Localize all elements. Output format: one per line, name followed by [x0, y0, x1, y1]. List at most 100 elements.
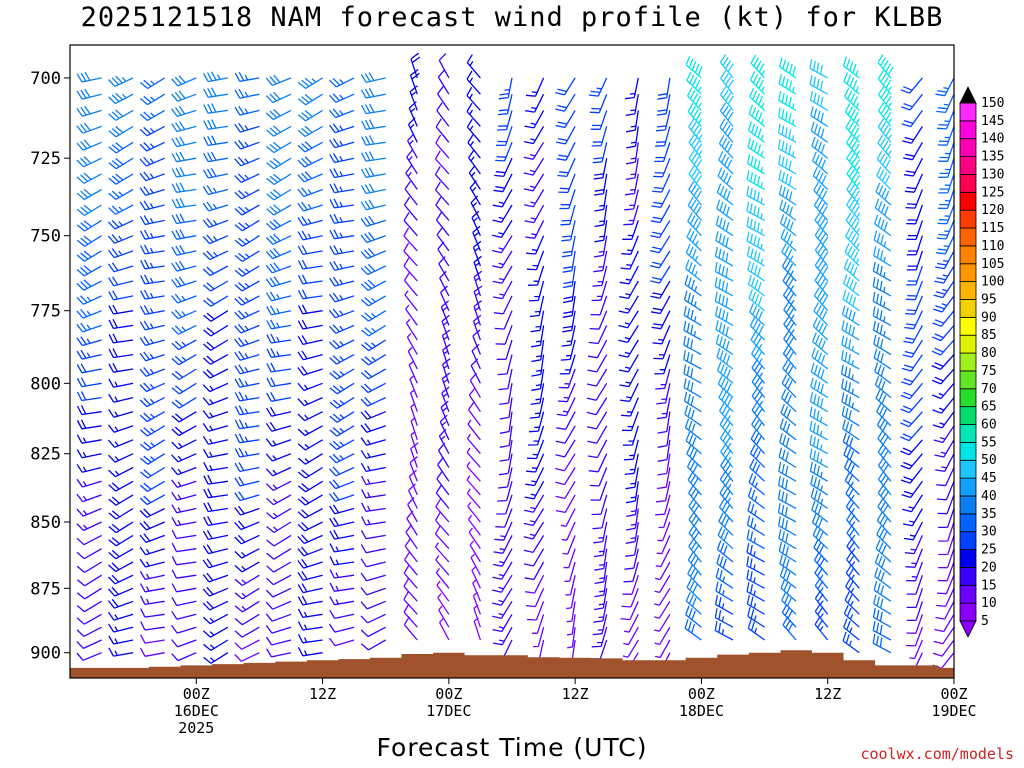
wind-barb — [297, 274, 323, 285]
wind-barb — [592, 614, 608, 636]
wind-barb — [171, 397, 197, 409]
wind-barb — [202, 265, 229, 277]
wind-barb — [843, 72, 860, 95]
wind-barb — [438, 52, 450, 79]
wind-barb — [592, 265, 608, 287]
wind-barb — [782, 359, 797, 384]
wind-barb — [529, 295, 545, 318]
x-tick-label: 18DEC — [679, 702, 724, 720]
wind-barb — [468, 401, 481, 427]
wind-barb — [751, 387, 766, 413]
colorbar-swatch — [959, 441, 977, 461]
wind-barb — [809, 448, 829, 469]
wind-barb — [747, 487, 765, 510]
wind-barb — [139, 546, 165, 556]
wind-barb — [139, 156, 165, 167]
wind-barb — [329, 354, 355, 365]
wind-barb — [234, 462, 260, 473]
wind-barb — [531, 354, 545, 377]
wind-barb — [492, 265, 513, 284]
wind-barb — [76, 71, 102, 83]
wind-barb — [360, 410, 386, 420]
wind-barb — [935, 600, 954, 620]
wind-barb — [265, 453, 292, 462]
wind-barb — [650, 204, 671, 224]
wind-barb — [592, 142, 608, 164]
wind-barb — [932, 639, 954, 657]
colorbar-label: 135 — [981, 150, 1004, 165]
wind-barb — [685, 592, 702, 615]
wind-barb — [297, 289, 323, 300]
wind-barb — [683, 320, 702, 341]
wind-barb — [656, 94, 671, 116]
wind-barb — [778, 447, 797, 469]
wind-barb — [654, 600, 671, 619]
wind-barb — [524, 561, 545, 581]
wind-barb — [266, 648, 292, 658]
wind-barb — [621, 235, 639, 255]
wind-barb — [234, 587, 260, 600]
wind-barb — [234, 105, 260, 116]
wind-barb — [496, 126, 513, 147]
wind-barb — [171, 182, 197, 193]
wind-barb — [528, 280, 545, 302]
wind-barb — [654, 639, 671, 659]
wind-barb — [360, 462, 386, 473]
wind-barb — [846, 538, 860, 563]
wind-barb — [171, 479, 197, 489]
wind-barb — [70, 508, 71, 510]
wind-barb — [437, 69, 450, 95]
wind-barb — [403, 590, 418, 615]
wind-barb — [654, 354, 671, 375]
wind-barb — [651, 310, 671, 330]
wind-barb — [76, 626, 102, 637]
wind-barb — [905, 626, 924, 647]
wind-barb — [650, 265, 671, 284]
wind-barb — [493, 535, 513, 554]
wind-barb — [749, 317, 766, 341]
wind-barb — [901, 354, 923, 372]
x-tick-label: 2025 — [178, 719, 214, 737]
wind-barb — [842, 432, 860, 455]
wind-barb — [846, 165, 861, 190]
colorbar-swatch — [959, 352, 977, 372]
wind-barb — [329, 466, 355, 477]
wind-barb — [936, 467, 954, 487]
wind-barb — [139, 533, 165, 544]
wind-barb — [466, 475, 481, 496]
wind-barb — [360, 529, 386, 540]
wind-barb — [108, 480, 134, 492]
colorbar-label: 120 — [981, 203, 1004, 218]
wind-barb — [434, 166, 450, 190]
wind-barb — [779, 433, 797, 455]
wind-barb — [265, 613, 292, 622]
wind-barb — [718, 151, 734, 175]
wind-barb — [586, 411, 608, 430]
wind-barb — [203, 151, 229, 163]
wind-barb — [266, 348, 292, 358]
wind-barb — [746, 216, 765, 237]
colorbar-swatch — [959, 549, 977, 568]
wind-barb — [687, 102, 703, 127]
wind-barb — [498, 368, 513, 391]
wind-barb — [468, 527, 481, 550]
wind-barb — [781, 603, 797, 628]
wind-barb — [525, 588, 545, 608]
wind-barb — [746, 201, 765, 221]
wind-barb — [435, 555, 450, 576]
wind-barb — [360, 626, 387, 638]
colorbar-swatch — [959, 138, 977, 157]
wind-barb — [329, 623, 355, 633]
colorbar-swatch — [959, 370, 977, 390]
wind-barb — [108, 586, 134, 597]
wind-barb — [906, 204, 924, 225]
wind-barb — [877, 54, 894, 79]
wind-barb — [437, 85, 450, 111]
wind-barb — [70, 189, 71, 191]
wind-barb — [439, 270, 450, 297]
wind-barb — [171, 596, 197, 607]
wind-barb — [782, 345, 797, 370]
x-tick-label: 19DEC — [931, 702, 976, 720]
wind-barb — [560, 204, 576, 226]
colorbar-swatch — [959, 209, 977, 229]
